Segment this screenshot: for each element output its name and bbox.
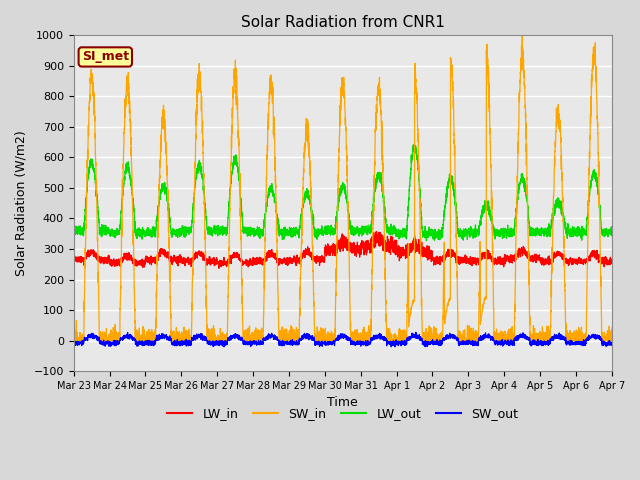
LW_out	[422, 238, 430, 244]
Text: SI_met: SI_met	[82, 50, 129, 63]
Line: SW_out: SW_out	[74, 332, 612, 347]
SW_out	[70, 339, 77, 345]
LW_in	[372, 228, 380, 234]
SW_out	[323, 341, 330, 347]
SW_in	[494, 338, 502, 344]
LW_in	[494, 258, 502, 264]
LW_in	[607, 260, 615, 266]
SW_in	[608, 325, 616, 331]
SW_in	[518, 32, 526, 37]
SW_in	[323, 335, 330, 341]
SW_in	[433, 335, 441, 340]
LW_in	[434, 261, 442, 266]
SW_out	[412, 329, 419, 335]
SW_in	[607, 338, 615, 344]
LW_out	[434, 229, 442, 235]
SW_out	[608, 342, 616, 348]
Line: LW_in: LW_in	[74, 231, 612, 268]
LW_out	[410, 142, 418, 148]
Legend: LW_in, SW_in, LW_out, SW_out: LW_in, SW_in, LW_out, SW_out	[163, 402, 523, 425]
Y-axis label: Solar Radiation (W/m2): Solar Radiation (W/m2)	[15, 131, 28, 276]
SW_in	[463, 338, 471, 344]
X-axis label: Time: Time	[328, 396, 358, 409]
LW_out	[494, 233, 502, 239]
SW_in	[70, 338, 77, 344]
LW_out	[608, 226, 616, 232]
LW_out	[70, 232, 77, 238]
SW_out	[434, 341, 442, 347]
LW_out	[166, 224, 174, 229]
LW_in	[215, 265, 223, 271]
LW_in	[70, 254, 77, 260]
LW_in	[166, 257, 174, 263]
SW_out	[463, 341, 471, 347]
Line: SW_in: SW_in	[74, 35, 612, 341]
LW_in	[323, 243, 330, 249]
LW_out	[607, 224, 615, 230]
SW_in	[166, 295, 174, 301]
SW_out	[607, 340, 615, 346]
LW_out	[323, 227, 330, 233]
LW_in	[463, 256, 471, 262]
LW_out	[463, 231, 471, 237]
SW_out	[494, 338, 502, 344]
SW_out	[391, 344, 399, 349]
LW_in	[608, 256, 616, 262]
Title: Solar Radiation from CNR1: Solar Radiation from CNR1	[241, 15, 445, 30]
SW_out	[166, 337, 174, 343]
Line: LW_out: LW_out	[74, 145, 612, 241]
